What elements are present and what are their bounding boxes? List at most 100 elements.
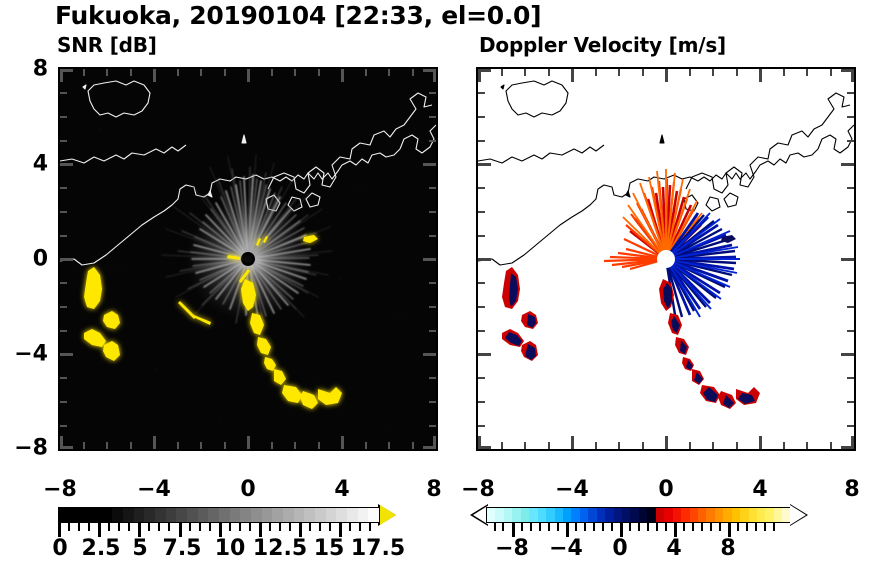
- colorbar-doppler-swatch: [655, 508, 665, 522]
- colorbar-doppler-swatch: [579, 508, 589, 522]
- snr-xtick-neg4: −4: [137, 477, 171, 502]
- colorbar-doppler-swatch: [571, 508, 580, 522]
- colorbar-doppler-swatch: [622, 508, 631, 522]
- snr-ytick-0: 0: [32, 246, 48, 272]
- snr-clutter-southwest: [84, 267, 120, 361]
- colorbar-snr-swatch: [59, 508, 70, 522]
- colorbar-doppler-gradient[interactable]: [486, 507, 792, 523]
- colorbar-snr-label-15: 15: [313, 536, 345, 561]
- colorbar-doppler-swatch: [512, 508, 521, 522]
- snr-clutter-southeast: [241, 235, 342, 409]
- doppler-xtick-4: 4: [752, 477, 768, 502]
- colorbar-snr-swatch: [283, 508, 294, 522]
- colorbar-snr-swatch: [368, 508, 380, 522]
- colorbar-snr-label-2p5: 2.5: [81, 536, 121, 561]
- colorbar-doppler-swatch: [503, 508, 513, 522]
- colorbar-snr-swatch: [123, 508, 134, 522]
- colorbar-doppler-swatch: [588, 508, 597, 522]
- colorbar-snr-swatch: [133, 508, 145, 522]
- colorbar-doppler-swatch: [757, 508, 766, 522]
- doppler-xtick-neg4: −4: [555, 477, 589, 502]
- doppler-coastline: [478, 80, 854, 266]
- snr-ytick-neg8: −8: [14, 435, 48, 461]
- colorbar-snr-swatch: [91, 508, 102, 522]
- snr-xtick-neg8: −8: [43, 477, 77, 502]
- colorbar-doppler-swatch: [664, 508, 673, 522]
- colorbar-doppler-swatch: [554, 508, 563, 522]
- colorbar-snr-gradient[interactable]: [58, 507, 380, 523]
- colorbar-snr-swatch: [336, 508, 348, 522]
- colorbar-snr-label-17p5: 17.5: [350, 536, 406, 561]
- plot-area-snr: [58, 67, 438, 451]
- colorbar-doppler-swatch: [638, 508, 648, 522]
- colorbar-doppler-swatch: [647, 508, 656, 522]
- colorbar-doppler-swatch: [748, 508, 757, 522]
- colorbar-doppler-swatch: [630, 508, 639, 522]
- colorbar-snr-swatch: [176, 508, 188, 522]
- panel-title-doppler: Doppler Velocity [m/s]: [479, 33, 726, 57]
- doppler-data-layer: [478, 69, 854, 449]
- colorbar-doppler-label-4: 4: [666, 536, 682, 561]
- page-title: Fukuoka, 20190104 [22:33, el=0.0]: [55, 1, 542, 30]
- colorbar-doppler-swatch: [731, 508, 741, 522]
- colorbar-snr-label-12p5: 12.5: [252, 536, 308, 561]
- colorbar-snr-swatch: [347, 508, 358, 522]
- colorbar-doppler-label-8: 8: [720, 536, 736, 561]
- colorbar-snr-swatch: [304, 508, 316, 522]
- doppler-clutter-southwest: [502, 267, 538, 361]
- colorbar-snr-swatch: [240, 508, 252, 522]
- colorbar-snr-swatch: [219, 508, 230, 522]
- colorbar-snr-swatch: [251, 508, 262, 522]
- colorbar-snr-swatch: [80, 508, 92, 522]
- snr-ytick-neg4: −4: [14, 341, 48, 367]
- colorbar-snr-label-7p5: 7.5: [162, 536, 202, 561]
- doppler-clutter-southeast: [659, 235, 760, 409]
- colorbar-doppler-label-neg8: −8: [495, 536, 529, 561]
- colorbar-doppler-swatch: [765, 508, 774, 522]
- colorbar-snr-swatch: [293, 508, 305, 522]
- colorbar-doppler-extend-arrow-right: [790, 505, 806, 525]
- colorbar-doppler-swatch: [495, 508, 504, 522]
- colorbar-snr-swatch: [187, 508, 198, 522]
- doppler-positive-spokes: [664, 212, 740, 322]
- colorbar-snr-swatch: [325, 508, 337, 522]
- doppler-xtick-8: 8: [844, 477, 860, 502]
- colorbar-doppler-swatch: [596, 508, 606, 522]
- colorbar-snr-label-5: 5: [132, 536, 148, 561]
- colorbar-doppler-swatch: [537, 508, 547, 522]
- colorbar-snr-swatch: [69, 508, 81, 522]
- snr-ytick-4: 4: [32, 151, 48, 177]
- colorbar-doppler-extend-arrow-left: [473, 505, 489, 525]
- doppler-xtick-0: 0: [658, 477, 674, 502]
- colorbar-snr-label-10: 10: [214, 536, 246, 561]
- colorbar-doppler-swatch: [706, 508, 715, 522]
- colorbar-doppler-swatch: [605, 508, 614, 522]
- colorbar-doppler-swatch: [520, 508, 530, 522]
- panel-title-snr: SNR [dB]: [57, 33, 157, 57]
- colorbar-snr-swatch: [272, 508, 284, 522]
- snr-isolated-streaks: [178, 301, 211, 325]
- colorbar-snr-swatch: [155, 508, 166, 522]
- colorbar-snr-swatch: [261, 508, 273, 522]
- colorbar-snr-swatch: [208, 508, 220, 522]
- colorbar-snr-swatch: [197, 508, 209, 522]
- colorbar-snr[interactable]: [58, 504, 398, 537]
- colorbar-doppler[interactable]: [470, 504, 808, 537]
- colorbar-doppler-swatch: [546, 508, 555, 522]
- doppler-radar-center: [657, 250, 675, 268]
- snr-xtick-0: 0: [240, 477, 256, 502]
- snr-ytick-8: 8: [32, 56, 48, 82]
- colorbar-snr-extend-arrow: [380, 505, 396, 525]
- doppler-xtick-neg8: −8: [461, 477, 495, 502]
- colorbar-doppler-swatch: [681, 508, 690, 522]
- colorbar-doppler-swatch: [529, 508, 538, 522]
- colorbar-snr-swatch: [315, 508, 326, 522]
- plot-area-doppler: [476, 67, 856, 451]
- snr-coastline: [60, 80, 436, 266]
- colorbar-snr-swatch: [357, 508, 369, 522]
- colorbar-snr-label-0: 0: [52, 536, 68, 561]
- colorbar-doppler-swatch: [672, 508, 682, 522]
- colorbar-snr-swatch: [144, 508, 156, 522]
- snr-xtick-4: 4: [334, 477, 350, 502]
